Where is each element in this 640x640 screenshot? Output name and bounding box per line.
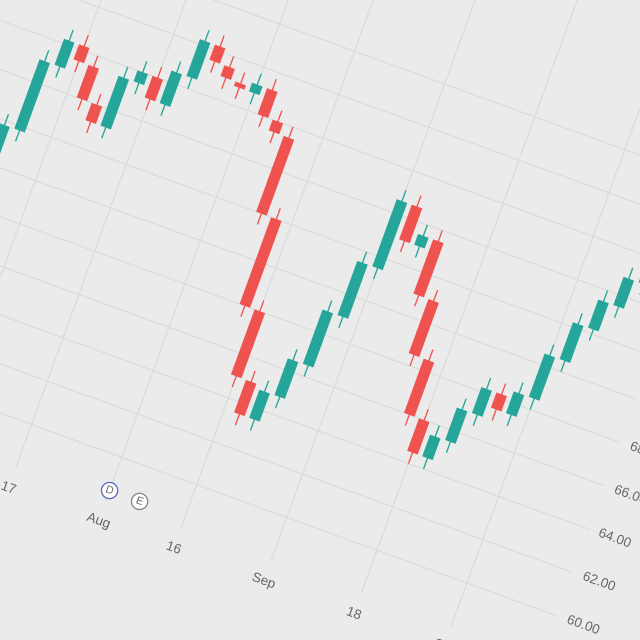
x-tick-label: Oct (432, 635, 457, 640)
candle-body (588, 299, 609, 332)
candle-body (230, 309, 266, 379)
x-tick-label: Sep (250, 569, 278, 591)
candle-body (257, 88, 278, 118)
candle-body (337, 260, 368, 319)
x-tick-label: 17 (0, 478, 18, 497)
grid-line (0, 38, 637, 400)
grid-line (0, 0, 640, 270)
y-tick-label: 64.00 (597, 525, 634, 551)
candle-body (414, 233, 429, 249)
candle-body (239, 217, 282, 308)
candle-body (133, 70, 149, 86)
x-tick-label: 16 (164, 538, 183, 557)
candle-body (54, 38, 75, 69)
candle-body (302, 309, 334, 368)
candle-body (76, 64, 100, 102)
y-tick-label: 62.00 (581, 568, 618, 594)
grid-line (0, 0, 223, 441)
event-marker (100, 481, 119, 500)
grid-line (180, 0, 464, 529)
candle-body (233, 81, 246, 90)
grid-line (270, 0, 554, 561)
candle-body (248, 82, 263, 96)
grid-line (0, 0, 640, 313)
candle-body (159, 70, 182, 107)
candle-body (422, 434, 441, 461)
y-tick-label: 68.00 (628, 438, 640, 464)
candle-body (0, 123, 10, 177)
candle-body (186, 39, 211, 80)
candle-body (372, 199, 408, 271)
candle-body (505, 391, 525, 417)
candle-body (73, 44, 90, 64)
y-tick-label: 60.00 (565, 612, 602, 638)
candle-body (407, 418, 430, 455)
candle-body (274, 358, 299, 399)
candle-body (613, 276, 635, 309)
candle-body (413, 239, 444, 298)
event-label: D (104, 483, 116, 497)
x-tick-label: Aug (85, 509, 113, 531)
candle-body (249, 389, 270, 422)
grid-line (0, 211, 574, 573)
candle-body (268, 119, 284, 135)
candle-body (408, 299, 439, 358)
candle-body (399, 204, 423, 244)
candle-body (445, 407, 468, 444)
grid-line (0, 81, 621, 443)
candle-body (100, 75, 130, 130)
event-marker (130, 492, 149, 511)
candle-body (85, 102, 103, 124)
candle-body (234, 379, 257, 417)
candle-body (471, 387, 492, 417)
event-label: E (134, 494, 145, 508)
grid-line (450, 0, 640, 627)
grid-line (0, 0, 640, 357)
grid-line (0, 168, 589, 530)
y-tick-label: 66.00 (612, 482, 640, 508)
grid-line (0, 255, 558, 617)
candle-body (209, 44, 226, 64)
candle-body (559, 322, 584, 363)
grid-line (105, 0, 389, 501)
candle-body (490, 392, 507, 412)
candle-body (144, 75, 164, 102)
grid-line (360, 0, 640, 594)
candle-body (14, 59, 51, 133)
candle-body (528, 353, 556, 401)
grid-line (0, 0, 640, 183)
x-tick-label: 18 (344, 603, 363, 622)
candle-body (403, 358, 435, 417)
candle-body (220, 65, 235, 80)
candle-body (256, 135, 295, 216)
